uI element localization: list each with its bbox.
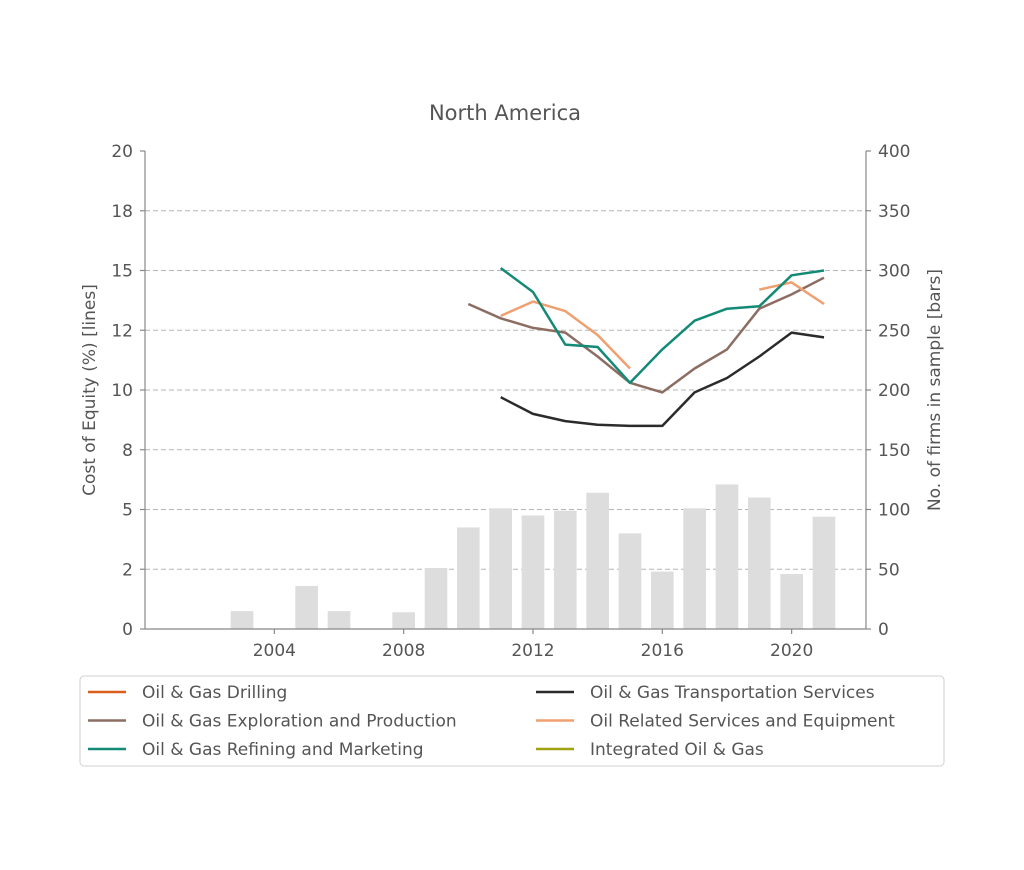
legend-box — [79, 675, 945, 767]
legend-label-3: Oil Related Services and Equipment — [590, 712, 895, 732]
y-right-tick-label: 100 — [878, 501, 910, 521]
bar-2008 — [392, 612, 415, 629]
y-axis-right-label: No. of firms in sample [bars] — [925, 269, 945, 511]
legend-label-5: Integrated Oil & Gas — [590, 740, 764, 760]
bar-2015 — [618, 533, 642, 629]
series-line-3 — [500, 300, 631, 370]
series-lines — [467, 267, 825, 428]
bar-2018 — [715, 484, 739, 629]
x-tick-label: 2016 — [641, 641, 684, 661]
legend-label-4: Oil & Gas Refining and Marketing — [142, 740, 424, 760]
y-right-tick-label: 300 — [878, 262, 910, 282]
bars — [230, 484, 836, 629]
y-right-tick-label: 250 — [878, 321, 910, 341]
bar-2006 — [327, 611, 351, 629]
y-left-tick-label: 8 — [122, 441, 133, 461]
y-left-tick-label: 0 — [122, 620, 133, 640]
bar-2005 — [295, 585, 318, 629]
bar-2014 — [586, 492, 609, 629]
chart-title: North America — [429, 101, 581, 125]
series-line-4 — [499, 267, 825, 385]
y-axis-left-label: Cost of Equity (%) [lines] — [80, 284, 100, 496]
legend-label-1: Oil & Gas Transportation Services — [590, 683, 875, 703]
bar-2016 — [650, 571, 674, 629]
y-right-tick-label: 150 — [878, 441, 910, 461]
y-right-tick-label: 400 — [878, 142, 910, 162]
x-tick-label: 2008 — [382, 641, 425, 661]
bar-2020 — [780, 574, 803, 629]
y-left-tick-label: 15 — [111, 262, 133, 282]
y-left-tick-label: 18 — [111, 202, 133, 222]
series-line-1 — [500, 331, 825, 428]
bar-2011 — [489, 508, 512, 629]
series-line-2 — [467, 276, 825, 394]
x-tick-label: 2012 — [511, 641, 554, 661]
bar-2009 — [424, 568, 448, 629]
bar-2017 — [683, 508, 706, 629]
bar-2013 — [553, 510, 577, 629]
x-tick-label: 2004 — [253, 641, 296, 661]
bar-2021 — [812, 516, 836, 629]
y-left-tick-label: 12 — [111, 321, 133, 341]
legend-label-0: Oil & Gas Drilling — [142, 683, 287, 703]
y-left-tick-label: 20 — [111, 142, 133, 162]
y-right-tick-label: 200 — [878, 381, 910, 401]
bar-2003 — [230, 611, 254, 629]
axes: 0258101215182005010015020025030035040020… — [111, 142, 910, 661]
y-left-tick-label: 5 — [122, 501, 133, 521]
y-left-tick-label: 10 — [111, 381, 133, 401]
y-right-tick-label: 350 — [878, 202, 910, 222]
y-right-tick-label: 0 — [878, 620, 889, 640]
y-right-tick-label: 50 — [878, 560, 900, 580]
bar-2010 — [457, 527, 480, 629]
bar-2019 — [747, 497, 771, 629]
series-line-3 — [759, 281, 825, 306]
x-tick-label: 2020 — [770, 641, 813, 661]
y-left-tick-label: 2 — [122, 560, 133, 580]
legend: Oil & Gas Drilling Oil & Gas Transportati… — [79, 675, 945, 767]
bar-2012 — [521, 515, 545, 629]
legend-label-2: Oil & Gas Exploration and Production — [142, 712, 457, 732]
